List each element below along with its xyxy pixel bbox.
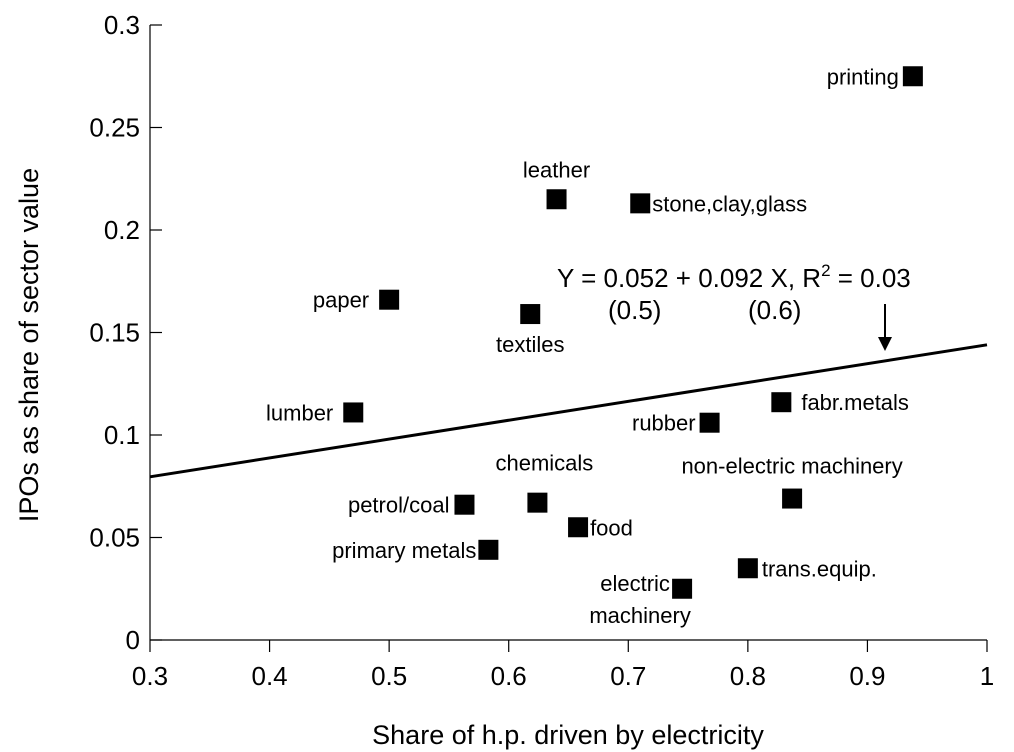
data-point [568,517,589,538]
annotation-arrow-head [878,337,892,351]
data-point [454,494,475,515]
y-tick-label: 0 [126,625,140,655]
data-point [520,304,541,325]
y-tick-label: 0.25 [89,113,140,143]
data-point [771,392,792,413]
point-label: food [590,515,633,540]
r2-value: = 0.03 [831,263,911,293]
regression-line [149,343,988,479]
point-label: leather [523,157,590,182]
point-label: trans.equip. [762,556,877,581]
x-tick-label: 0.8 [730,661,766,691]
axes: 0.3 0.4 0.5 0.6 0.7 0.8 0.9 1 0 0.05 0.1 0.15 0.2 0.2… [89,10,994,691]
data-point [343,402,364,423]
point-label: primary metals [332,538,476,563]
slope-std-error: (0.6) [748,295,801,325]
point-label: lumber [266,400,333,425]
points-group [343,66,923,599]
x-tick-label: 0.3 [132,661,168,691]
y-tick-label: 0.05 [89,523,140,553]
x-axis-title: Share of h.p. driven by electricity [372,720,764,750]
y-tick-label: 0.15 [89,318,140,348]
x-tick-label: 1 [980,661,994,691]
regression-annotation: Y = 0.052 + 0.092 X, R2 = 0.03 (0.5) (0.… [557,261,911,351]
point-label: rubber [632,411,696,436]
point-label: electric machinery [589,571,690,628]
data-point [782,488,803,509]
y-tick-label: 0.3 [104,10,140,40]
trendline-group [149,343,988,479]
intercept-std-error: (0.5) [608,295,661,325]
y-axis-title: IPOs as share of sector value [14,168,44,522]
data-point [478,539,499,560]
data-point [630,193,651,214]
point-labels-group: printing leather stone,clay,glass paper text… [266,64,909,628]
y-tick-label: 0.1 [104,420,140,450]
point-label: fabr.metals [801,390,909,415]
data-point [379,289,400,310]
point-label: chemicals [496,451,594,476]
data-point [737,558,758,579]
point-label: non-electric machinery [681,454,902,479]
data-point [699,412,720,433]
data-point [902,66,923,87]
regression-equation: Y = 0.052 + 0.092 X, R2 = 0.03 [557,261,911,293]
x-tick-label: 0.6 [491,661,527,691]
y-tick-label: 0.2 [104,215,140,245]
equation-main: Y = 0.052 + 0.092 X, R [557,263,821,293]
x-tick-label: 0.7 [610,661,646,691]
point-label: textiles [496,332,564,357]
r2-superscript: 2 [821,261,830,280]
data-point [527,492,548,513]
x-tick-label: 0.5 [371,661,407,691]
x-tick-label: 0.9 [849,661,885,691]
point-label: petrol/coal [348,493,450,518]
data-point [672,578,693,599]
data-point [546,189,567,210]
point-label: printing [827,64,899,89]
point-label: paper [313,288,369,313]
point-label: stone,clay,glass [652,191,807,216]
x-tick-label: 0.4 [251,661,287,691]
